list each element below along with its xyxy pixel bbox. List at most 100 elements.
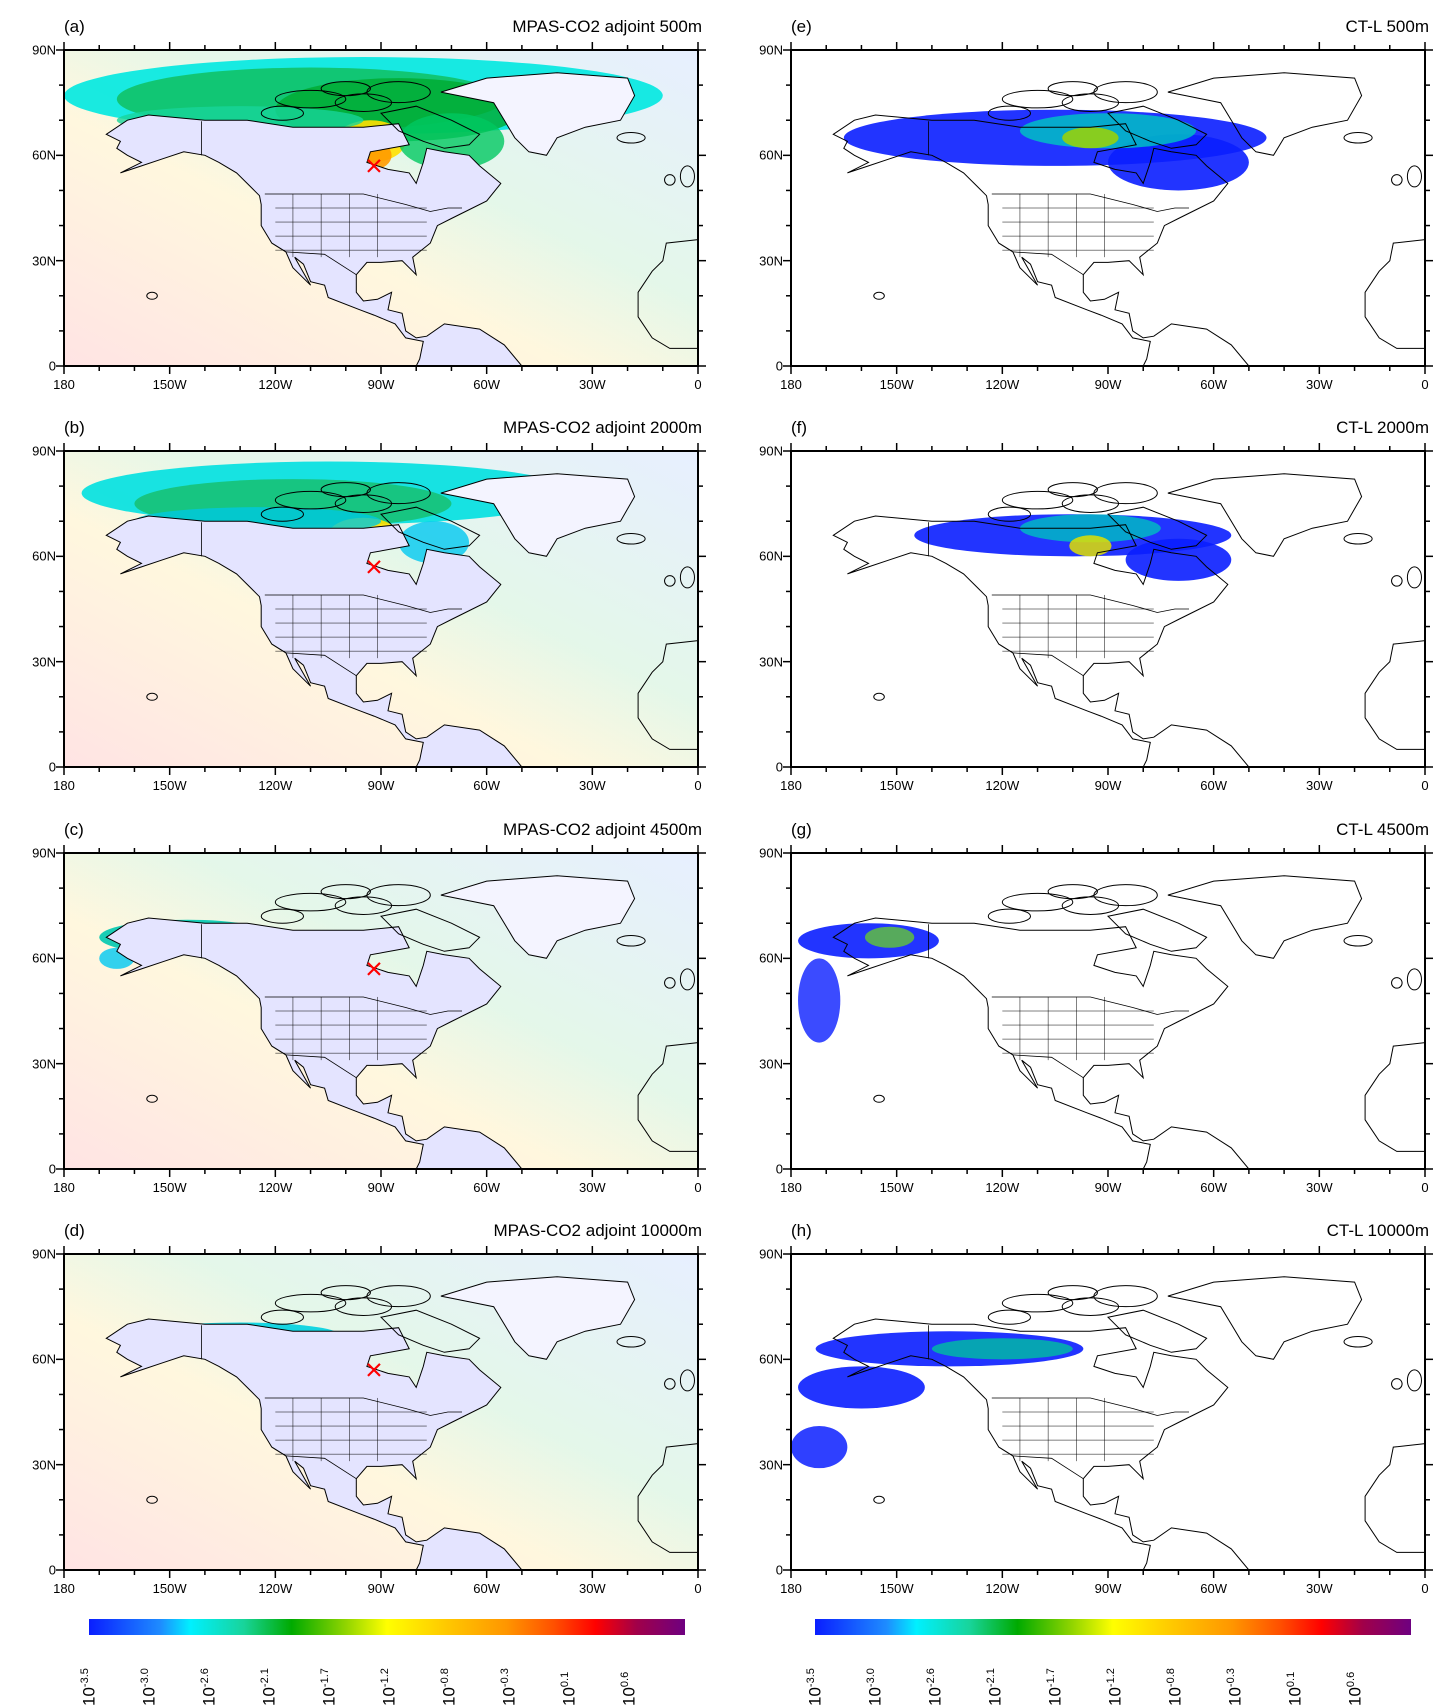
colorbar-label: 10-0.8 — [439, 1648, 499, 1708]
y-tick-label: 0 — [775, 759, 783, 775]
coastline-north-america — [832, 917, 1250, 1170]
x-tick-label: 150W — [152, 1180, 187, 1195]
sensitivity-plume — [798, 1366, 925, 1409]
map-panel-c: (c) MPAS-CO2 adjoint 4500m 180 150W 120W 90W 6… — [32, 820, 706, 1195]
panel-label: (f) — [791, 418, 808, 437]
coastline-greenland — [1167, 1276, 1363, 1360]
x-tick-label: 180 — [53, 1581, 75, 1596]
colorbar-label-exponent: -0.3 — [1225, 1668, 1237, 1688]
colorbar-label-base: 10 — [1345, 1687, 1365, 1706]
colorbar-label-base: 10 — [79, 1687, 99, 1706]
coastline-island — [1001, 89, 1074, 109]
receptor-marker — [367, 159, 381, 173]
x-tick-label: 0 — [694, 1180, 702, 1195]
colorbar-label-base: 10 — [1165, 1687, 1185, 1706]
x-tick-label: 0 — [1421, 1180, 1429, 1195]
sensitivity-plume — [398, 521, 470, 564]
x-tick-label: 120W — [985, 778, 1020, 793]
coastline-greenland — [1167, 473, 1363, 557]
x-tick-label: 60W — [473, 1581, 501, 1596]
coastline-north-america — [105, 515, 523, 768]
y-tick-label: 30N — [759, 654, 783, 670]
coastline-island — [987, 1309, 1032, 1325]
colorbar-label: 10-1.2 — [1105, 1648, 1165, 1708]
x-tick-label: 60W — [473, 1180, 501, 1195]
coastline-island — [1343, 1336, 1373, 1348]
y-tick-label: 30N — [759, 253, 783, 269]
coastline-africa — [1364, 640, 1426, 750]
x-tick-label: 60W — [1200, 1180, 1228, 1195]
y-tick-label: 90N — [759, 443, 783, 459]
x-tick-label: 150W — [152, 377, 187, 392]
coastline-north-america — [832, 1318, 1250, 1571]
coastline-island — [616, 935, 646, 947]
coastline-island — [1093, 884, 1158, 907]
colorbar-label-exponent: -3.5 — [79, 1668, 91, 1688]
map-panel-g: (g) CT-L 4500m 180 150W 120W 90W 60W 30W 0 0 30N 60… — [759, 820, 1433, 1195]
coastline-africa — [1364, 1443, 1426, 1553]
colorbar-label: 10-0.3 — [499, 1648, 559, 1708]
map-panel-f: (f) CT-L 2000m 180 150W 120W 90W 60W 30W 0 0 30N 60… — [759, 418, 1433, 793]
coastline-island — [260, 506, 305, 522]
coastline-island — [260, 908, 305, 924]
colorbar-label: 10-1.7 — [319, 1648, 379, 1708]
y-tick-label: 0 — [775, 1562, 783, 1578]
x-tick-label: 90W — [1094, 377, 1122, 392]
coastline-africa — [637, 640, 699, 750]
colorbar-label-exponent: -2.1 — [985, 1668, 997, 1688]
x-tick-label: 90W — [1094, 1581, 1122, 1596]
coastline-africa — [637, 1042, 699, 1152]
sensitivity-plume — [864, 926, 915, 948]
colorbar-label: 10-3.0 — [865, 1648, 925, 1708]
x-tick-label: 30W — [578, 778, 606, 793]
coastline-island — [260, 1309, 305, 1325]
x-tick-label: 90W — [367, 377, 395, 392]
coastline-baffin — [1106, 1309, 1208, 1353]
coastline-island — [873, 291, 885, 300]
colorbar-label: 100.6 — [1345, 1648, 1405, 1708]
coastline-island — [873, 1495, 885, 1504]
y-tick-label: 0 — [48, 1562, 56, 1578]
coastline-island — [320, 482, 371, 498]
map-plot — [56, 1246, 706, 1578]
coastline-africa — [637, 239, 699, 349]
coastline-island — [1391, 977, 1403, 989]
panel-label: (g) — [791, 820, 812, 839]
y-tick-label: 60N — [32, 548, 56, 564]
y-tick-label: 60N — [32, 147, 56, 163]
coastline-island — [274, 89, 347, 109]
y-tick-label: 60N — [759, 950, 783, 966]
colorbar-label-base: 10 — [1225, 1687, 1245, 1706]
panel-label: (c) — [64, 820, 84, 839]
y-tick-label: 0 — [775, 358, 783, 374]
colorbar-label-exponent: -2.6 — [199, 1668, 211, 1688]
coastline-island — [274, 1293, 347, 1313]
panel-title: CT-L 10000m — [1326, 1221, 1429, 1240]
y-tick-label: 90N — [759, 1246, 783, 1262]
coastline-north-america — [105, 1318, 523, 1571]
y-tick-label: 0 — [48, 358, 56, 374]
coastline-island — [873, 692, 885, 701]
coastline-baffin — [379, 1309, 481, 1353]
coastline-baffin — [379, 105, 481, 149]
coastline-greenland — [440, 473, 636, 557]
map-plot — [783, 1246, 1433, 1578]
coastline-island — [616, 132, 646, 144]
coastline-island — [260, 105, 305, 121]
coastline-island — [1406, 1369, 1422, 1392]
coastline-island — [679, 165, 695, 188]
colorbar-label-exponent: -1.2 — [379, 1668, 391, 1688]
colorbar-label-exponent: -3.0 — [865, 1668, 877, 1688]
x-tick-label: 150W — [152, 1581, 187, 1596]
coastline-island — [1047, 1285, 1098, 1301]
coastline-island — [320, 81, 371, 97]
colorbar-left — [89, 1619, 685, 1635]
border-us-canada — [991, 594, 1189, 613]
x-tick-label: 180 — [780, 778, 802, 793]
border-us-mexico — [1012, 1455, 1084, 1480]
colorbar-label: 10-0.8 — [1165, 1648, 1225, 1708]
receptor-marker — [367, 1363, 381, 1377]
colorbar-label: 10-0.3 — [1225, 1648, 1285, 1708]
colorbar-label-exponent: 0.6 — [619, 1671, 631, 1688]
border-us-mexico — [285, 251, 357, 276]
